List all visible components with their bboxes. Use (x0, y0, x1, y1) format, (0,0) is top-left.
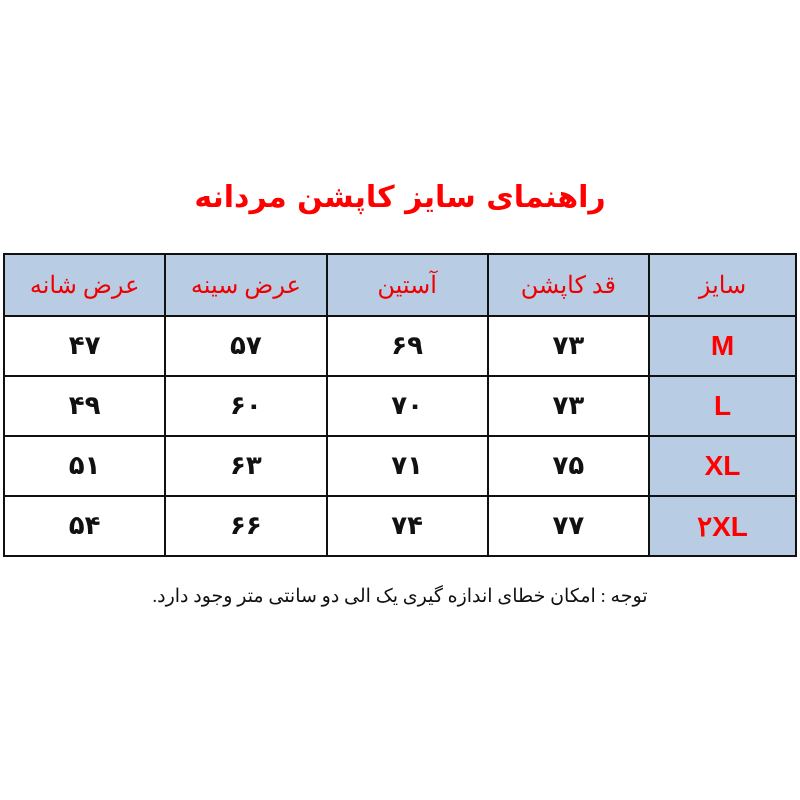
shoulder-width-cell: ۴۷ (2, 315, 167, 377)
header-shoulder-width: عرض شانه (2, 253, 167, 317)
jacket-length-cell: ۷۷ (486, 495, 651, 557)
chest-width-cell: ۶۰ (164, 375, 328, 437)
table-row: XL ۷۵ ۷۱ ۶۳ ۵۱ (2, 435, 797, 497)
chest-width-cell: ۵۷ (164, 315, 328, 377)
sleeve-cell: ۷۴ (325, 495, 489, 557)
header-sleeve: آستین (325, 253, 489, 317)
table-header-row: سایز قد کاپشن آستین عرض سینه عرض شانه (2, 253, 797, 317)
table-row: M ۷۳ ۶۹ ۵۷ ۴۷ (2, 315, 797, 377)
sleeve-cell: ۶۹ (325, 315, 489, 377)
measurement-note: توجه : امکان خطای اندازه گیری یک الی دو … (152, 586, 648, 607)
sleeve-cell: ۷۱ (325, 435, 489, 497)
page-title: راهنمای سایز کاپشن مردانه (194, 180, 606, 215)
size-cell: XL (648, 435, 797, 497)
header-jacket-length: قد کاپشن (486, 253, 651, 317)
size-cell: ۲XL (648, 495, 797, 557)
jacket-length-cell: ۷۵ (486, 435, 651, 497)
size-cell: L (648, 375, 797, 437)
jacket-length-cell: ۷۳ (486, 375, 651, 437)
header-chest-width: عرض سینه (164, 253, 328, 317)
sleeve-cell: ۷۰ (325, 375, 489, 437)
size-table: سایز قد کاپشن آستین عرض سینه عرض شانه M … (2, 253, 797, 557)
header-size: سایز (648, 253, 797, 317)
chest-width-cell: ۶۶ (164, 495, 328, 557)
table-row: L ۷۳ ۷۰ ۶۰ ۴۹ (2, 375, 797, 437)
shoulder-width-cell: ۴۹ (2, 375, 167, 437)
shoulder-width-cell: ۵۴ (2, 495, 167, 557)
jacket-length-cell: ۷۳ (486, 315, 651, 377)
table-row: ۲XL ۷۷ ۷۴ ۶۶ ۵۴ (2, 495, 797, 557)
size-cell: M (648, 315, 797, 377)
chest-width-cell: ۶۳ (164, 435, 328, 497)
shoulder-width-cell: ۵۱ (2, 435, 167, 497)
